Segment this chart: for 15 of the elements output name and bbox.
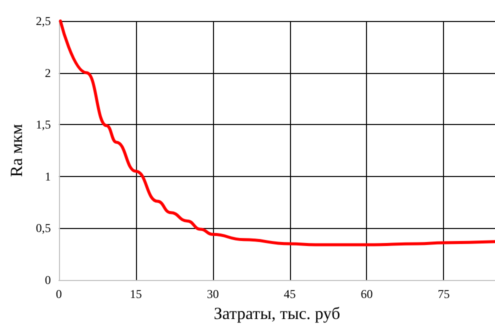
y-tick-label: 0,5 xyxy=(36,221,51,236)
x-axis-title: Затраты, тыс. руб xyxy=(214,304,340,323)
line-series xyxy=(58,20,495,246)
x-tick-label: 0 xyxy=(56,287,62,301)
x-tick-label: 30 xyxy=(206,287,219,301)
y-tick-label: 2 xyxy=(44,66,51,80)
x-tick-label: 75 xyxy=(438,287,450,301)
y-tick-label: 0 xyxy=(44,273,51,287)
y-axis-title: Ra мкм xyxy=(7,124,26,177)
y-tick-label: 1,5 xyxy=(36,118,51,132)
x-tick-label: 15 xyxy=(130,287,142,301)
y-tick-label: 2,5 xyxy=(36,14,51,28)
x-tick-label: 60 xyxy=(360,287,373,301)
y-tick-label: 1 xyxy=(44,169,51,184)
x-tick-label: 45 xyxy=(284,287,296,301)
